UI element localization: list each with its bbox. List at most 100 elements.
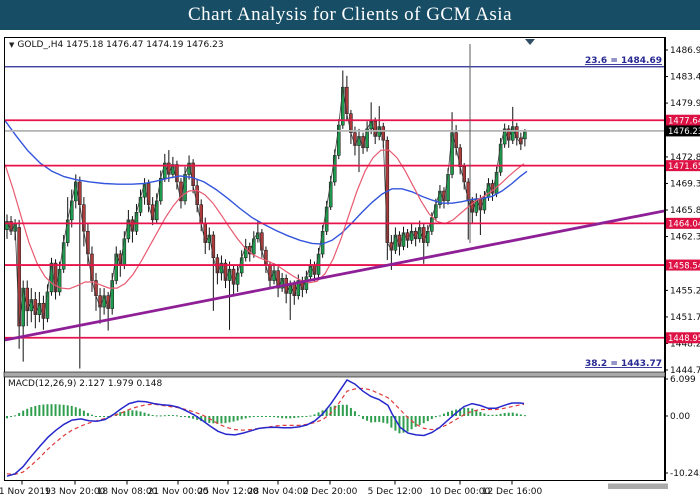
price-badge-black — [666, 125, 700, 137]
date-label: 10 Dec 00:00 — [430, 487, 491, 497]
price-tick-label: 1472.80 — [670, 153, 700, 163]
macd-histogram-bar — [495, 414, 498, 416]
macd-histogram-bar — [151, 415, 154, 417]
candle — [434, 204, 438, 218]
macd-histogram-bar — [10, 416, 13, 417]
macd-histogram-bar — [184, 416, 187, 417]
date-label: 25 Nov 12:00 — [198, 487, 259, 497]
ma-red-line — [5, 149, 525, 290]
price-tick-label: 1469.30 — [670, 179, 700, 189]
macd-histogram-bar — [515, 413, 518, 416]
macd-histogram-bar — [159, 415, 162, 417]
macd-histogram-bar — [382, 416, 385, 423]
macd-histogram-bar — [317, 412, 320, 416]
price-tick-label: 1486.90 — [670, 46, 700, 56]
macd-histogram-bar — [175, 415, 178, 417]
price-badge-label: 1448.95 — [668, 334, 700, 344]
macd-histogram-bar — [155, 415, 158, 417]
macd-histogram-bar — [200, 416, 203, 422]
macd-histogram-bar — [362, 416, 365, 419]
candle — [17, 227, 21, 327]
date-label: 5 Dec 12:00 — [368, 487, 423, 497]
macd-histogram-bar — [349, 407, 352, 416]
candles-layer — [5, 70, 527, 369]
macd-histogram-bar — [131, 410, 134, 416]
macd-histogram-bar — [329, 406, 332, 416]
macd-histogram-bar — [82, 410, 85, 416]
macd-histogram-bar — [471, 408, 474, 416]
macd-histogram-bar — [188, 416, 191, 418]
price-axis[interactable]: 1486.90 1483.40 1479.90 1472.80 1469.30 1465.… — [585, 37, 700, 481]
candle — [150, 204, 155, 221]
macd-histogram-bar — [14, 415, 17, 417]
candle — [146, 183, 151, 205]
macd-histogram-bar — [402, 416, 405, 433]
macd-histogram-bar — [139, 411, 142, 416]
macd-histogram-bar — [103, 416, 106, 418]
candle — [349, 113, 353, 133]
candle — [397, 234, 402, 247]
price-badge-red — [666, 114, 700, 126]
macd-histogram-bar — [285, 416, 288, 419]
panel-separator[interactable] — [3, 371, 666, 378]
candle — [122, 238, 127, 266]
candle — [78, 181, 82, 205]
macd-histogram-bar — [252, 416, 255, 417]
macd-histogram-bar — [467, 408, 470, 416]
price-badge-red — [666, 332, 700, 344]
macd-histogram-bar — [208, 416, 211, 423]
price-tick-label: 1444.70 — [670, 366, 700, 376]
macd-histogram-bar — [378, 416, 381, 422]
macd-histogram-bar — [256, 416, 259, 417]
macd-histogram-bar — [30, 407, 33, 416]
macd-histogram-bar — [519, 414, 522, 416]
candle — [69, 200, 74, 221]
macd-histogram-bar — [451, 410, 454, 416]
candle — [74, 181, 78, 202]
candle — [195, 185, 199, 205]
macd-panel[interactable] — [6, 379, 526, 477]
macd-histogram-bar — [167, 414, 170, 416]
candle — [45, 291, 50, 319]
scrollbar-thumb[interactable] — [608, 483, 668, 490]
candle — [203, 223, 208, 243]
date-label: 18 Nov 08:00 — [97, 487, 158, 497]
macd-histogram-bar — [78, 408, 81, 416]
price-badge-label: 1477.64 — [668, 116, 700, 126]
macd-histogram-bar — [422, 416, 425, 424]
macd-histogram-bar — [26, 408, 29, 416]
candle — [304, 276, 309, 290]
candle — [260, 232, 264, 251]
macd-histogram-bar — [196, 416, 199, 420]
macd-histogram-bar — [42, 404, 45, 416]
candlestick-plot[interactable] — [4, 39, 665, 369]
candle — [494, 171, 499, 194]
macd-histogram-bar — [123, 411, 126, 416]
candle — [175, 164, 179, 183]
candle — [332, 155, 337, 183]
macd-histogram-bar — [406, 416, 409, 432]
macd-histogram-bar — [232, 416, 235, 422]
macd-histogram-bar — [438, 415, 441, 417]
symbol-dropdown-icon[interactable]: ▼ — [9, 41, 15, 49]
macd-histogram-bar — [62, 404, 65, 416]
macd-histogram-bar — [410, 416, 413, 430]
candle — [292, 284, 297, 296]
macd-histogram-bar — [50, 404, 53, 416]
candle — [98, 295, 102, 308]
macd-histogram-bar — [119, 412, 122, 416]
macd-histogram-bar — [499, 413, 502, 416]
macd-histogram-bar — [90, 414, 93, 416]
macd-histogram-bar — [487, 414, 490, 416]
candle — [183, 174, 187, 202]
macd-histogram-bar — [236, 416, 239, 421]
candle — [154, 200, 159, 221]
candle — [199, 204, 203, 224]
price-badge-red — [666, 217, 700, 229]
candle — [320, 230, 325, 255]
macd-histogram-bar — [127, 410, 130, 416]
macd-histogram-bar — [301, 416, 304, 418]
